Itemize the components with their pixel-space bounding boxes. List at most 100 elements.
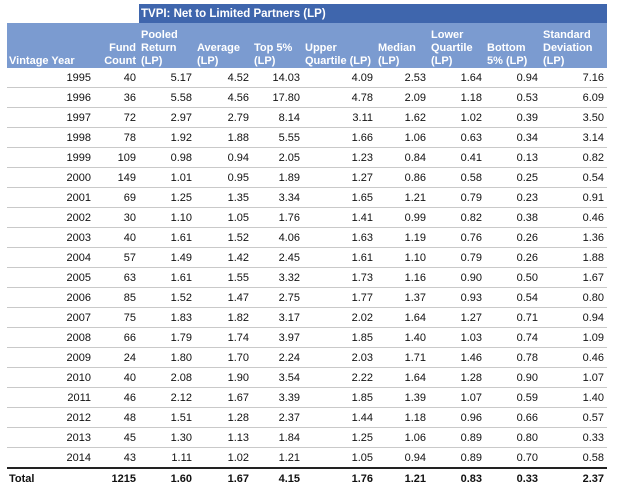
table-cell: 5.55 [252, 127, 303, 148]
table-cell: 1.66 [303, 127, 376, 148]
table-cell: 57 [94, 247, 139, 268]
table-cell: 1.07 [541, 367, 607, 388]
table-cell: 1.55 [195, 267, 252, 288]
table-cell: 0.86 [376, 167, 429, 188]
table-cell: 0.13 [485, 147, 541, 168]
table-cell: 78 [94, 127, 139, 148]
vintage-year-cell: 2001 [7, 187, 94, 208]
table-cell: 0.71 [485, 307, 541, 328]
table-cell: 1.84 [252, 427, 303, 448]
table-cell: 2.12 [139, 387, 195, 408]
table-cell: 1.39 [376, 387, 429, 408]
vintage-year-cell: 1996 [7, 87, 94, 108]
table-cell: 66 [94, 327, 139, 348]
total-row: Total 1215 1.60 1.67 4.15 1.76 1.21 0.83 0.33 2.3… [7, 467, 607, 489]
table-cell: 2.45 [252, 247, 303, 268]
table-cell: 1.64 [376, 307, 429, 328]
total-cell: 0.33 [485, 467, 541, 489]
table-row: 2001 69 1.25 1.35 3.34 1.65 1.21 0.79 0.23 0.91 [7, 187, 607, 208]
table-cell: 1.25 [303, 427, 376, 448]
tvpi-table: TVPI: Net to Limited Partners (LP) Vinta… [7, 4, 607, 489]
table-cell: 0.74 [485, 327, 541, 348]
table-cell: 2.03 [303, 347, 376, 368]
table-cell: 45 [94, 427, 139, 448]
table-cell: 1.05 [195, 207, 252, 228]
table-cell: 1.61 [303, 247, 376, 268]
table-cell: 0.94 [485, 68, 541, 88]
table-cell: 75 [94, 307, 139, 328]
table-cell: 3.39 [252, 387, 303, 408]
table-cell: 0.57 [541, 407, 607, 428]
column-header: Upper Quartile (LP) [303, 23, 376, 68]
table-cell: 2.79 [195, 107, 252, 128]
table-row: 2000 149 1.01 0.95 1.89 1.27 0.86 0.58 0.25 0.54 [7, 167, 607, 188]
table-row: 2007 75 1.83 1.82 3.17 2.02 1.64 1.27 0.71 0.94 [7, 307, 607, 328]
table-cell: 1.18 [429, 87, 485, 108]
table-cell: 0.66 [485, 407, 541, 428]
table-cell: 24 [94, 347, 139, 368]
vintage-year-cell: 1998 [7, 127, 94, 148]
table-cell: 0.59 [485, 387, 541, 408]
table-cell: 1.37 [376, 287, 429, 308]
table-cell: 1.06 [376, 127, 429, 148]
table-cell: 0.41 [429, 147, 485, 168]
table-cell: 1.65 [303, 187, 376, 208]
table-cell: 3.11 [303, 107, 376, 128]
table-cell: 2.08 [139, 367, 195, 388]
table-cell: 1.40 [541, 387, 607, 408]
table-cell: 1.09 [541, 327, 607, 348]
table-cell: 48 [94, 407, 139, 428]
table-cell: 1.61 [139, 227, 195, 248]
table-cell: 1.63 [303, 227, 376, 248]
vintage-year-cell: 2003 [7, 227, 94, 248]
table-cell: 1.67 [195, 387, 252, 408]
table-cell: 1.18 [376, 407, 429, 428]
table-cell: 1.02 [195, 447, 252, 469]
table-cell: 0.39 [485, 107, 541, 128]
table-cell: 1.27 [303, 167, 376, 188]
table-cell: 0.95 [195, 167, 252, 188]
table-cell: 1.27 [429, 307, 485, 328]
table-cell: 1.73 [303, 267, 376, 288]
table-cell: 0.80 [541, 287, 607, 308]
table-row: 2002 30 1.10 1.05 1.76 1.41 0.99 0.82 0.38 0.46 [7, 207, 607, 228]
table-cell: 40 [94, 367, 139, 388]
table-row: 1999 109 0.98 0.94 2.05 1.23 0.84 0.41 0.13 0.82 [7, 147, 607, 168]
table-row: 2009 24 1.80 1.70 2.24 2.03 1.71 1.46 0.78 0.46 [7, 347, 607, 368]
vintage-year-cell: 2005 [7, 267, 94, 288]
table-row: 2005 63 1.61 1.55 3.32 1.73 1.16 0.90 0.50 1.67 [7, 267, 607, 288]
table-cell: 0.70 [485, 447, 541, 469]
table-cell: 1.10 [376, 247, 429, 268]
table-cell: 7.16 [541, 68, 607, 88]
table-cell: 0.34 [485, 127, 541, 148]
table-cell: 0.63 [429, 127, 485, 148]
table-cell: 1.62 [376, 107, 429, 128]
table-cell: 0.84 [376, 147, 429, 168]
table-cell: 1.30 [139, 427, 195, 448]
table-cell: 4.56 [195, 87, 252, 108]
table-cell: 1.51 [139, 407, 195, 428]
table-cell: 1.06 [376, 427, 429, 448]
column-header: Average (LP) [195, 23, 252, 68]
table-cell: 1.52 [195, 227, 252, 248]
total-cell: 1.60 [139, 467, 195, 489]
table-cell: 30 [94, 207, 139, 228]
table-cell: 1.61 [139, 267, 195, 288]
table-cell: 1.74 [195, 327, 252, 348]
table-cell: 1.28 [429, 367, 485, 388]
table-cell: 1.52 [139, 287, 195, 308]
table-cell: 2.05 [252, 147, 303, 168]
table-cell: 5.58 [139, 87, 195, 108]
table-cell: 2.53 [376, 68, 429, 88]
table-cell: 0.93 [429, 287, 485, 308]
table-cell: 0.90 [485, 367, 541, 388]
table-cell: 3.50 [541, 107, 607, 128]
table-cell: 0.23 [485, 187, 541, 208]
table-cell: 0.38 [485, 207, 541, 228]
table-cell: 1.90 [195, 367, 252, 388]
total-cell: 0.83 [429, 467, 485, 489]
total-cell: 4.15 [252, 467, 303, 489]
table-row: 2011 46 2.12 1.67 3.39 1.85 1.39 1.07 0.59 1.40 [7, 387, 607, 408]
vintage-year-cell: 2014 [7, 447, 94, 469]
table-cell: 40 [94, 227, 139, 248]
